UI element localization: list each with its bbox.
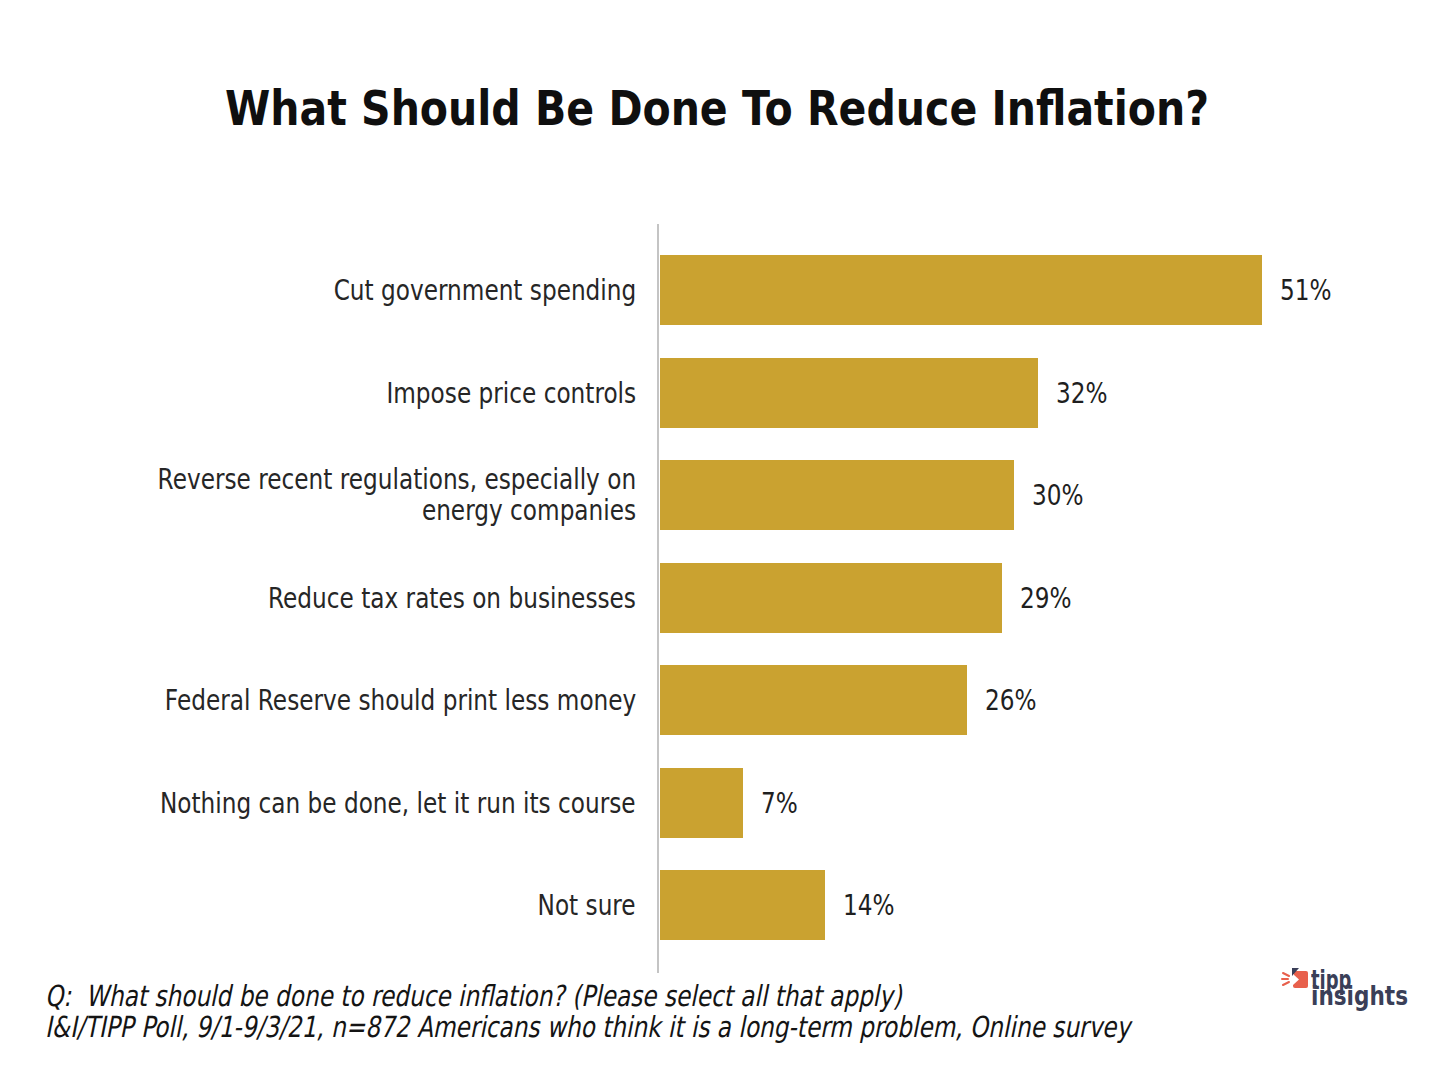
bar bbox=[660, 768, 743, 838]
value-label: 26% bbox=[985, 683, 1037, 717]
footnote-question: Q: What should be done to reduce inflati… bbox=[45, 981, 1130, 1012]
bar bbox=[660, 460, 1014, 530]
bar bbox=[660, 255, 1262, 325]
value-label: 14% bbox=[843, 888, 895, 922]
megaphone-icon bbox=[1280, 968, 1312, 992]
category-label: Impose price controls bbox=[386, 377, 636, 408]
value-label: 51% bbox=[1280, 273, 1332, 307]
bar bbox=[660, 358, 1038, 428]
footnote-source: I&I/TIPP Poll, 9/1-9/3/21, n=872 America… bbox=[45, 1012, 1130, 1043]
category-label: Not sure bbox=[538, 890, 636, 921]
category-label: Reduce tax rates on businesses bbox=[268, 582, 636, 613]
chart-title: What Should Be Done To Reduce Inflation? bbox=[101, 84, 1332, 132]
category-label: Federal Reserve should print less money bbox=[165, 685, 636, 716]
y-axis-line bbox=[657, 224, 659, 973]
value-label: 32% bbox=[1056, 376, 1108, 410]
value-label: 7% bbox=[761, 786, 798, 820]
value-label: 30% bbox=[1032, 478, 1084, 512]
category-label: Cut government spending bbox=[333, 275, 636, 306]
chart-page: What Should Be Done To Reduce Inflation?… bbox=[0, 0, 1440, 1080]
value-label: 29% bbox=[1020, 581, 1072, 615]
category-label: Nothing can be done, let it run its cour… bbox=[160, 787, 636, 818]
bar bbox=[660, 563, 1002, 633]
bar bbox=[660, 870, 825, 940]
footnote: Q: What should be done to reduce inflati… bbox=[45, 981, 1130, 1043]
category-label: Reverse recent regulations, especially o… bbox=[158, 464, 636, 526]
bar bbox=[660, 665, 967, 735]
logo-word-insights: insights bbox=[1311, 983, 1408, 1009]
